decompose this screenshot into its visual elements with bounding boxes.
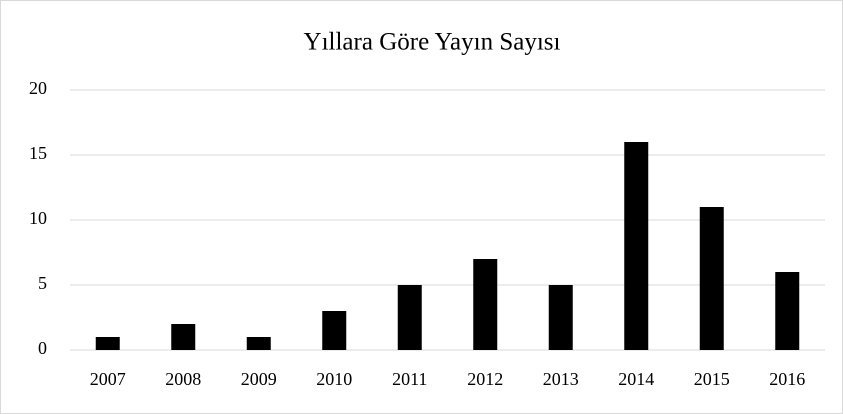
x-tick-label: 2015 <box>694 369 730 389</box>
bar <box>322 311 347 350</box>
x-tick-label: 2011 <box>392 369 427 389</box>
x-tick-label: 2014 <box>618 369 654 389</box>
bar <box>397 285 422 350</box>
bar <box>548 285 573 350</box>
bar <box>699 207 724 350</box>
x-tick-label: 2009 <box>241 369 277 389</box>
chart-title: Yıllara Göre Yayın Sayısı <box>304 29 561 56</box>
y-tick-label: 20 <box>29 78 47 98</box>
bar <box>246 337 271 350</box>
y-tick-label: 5 <box>38 273 47 293</box>
y-tick-label: 0 <box>38 338 47 358</box>
x-tick-label: 2013 <box>543 369 579 389</box>
bar <box>473 259 498 350</box>
bar <box>624 142 649 350</box>
x-tick-label: 2008 <box>165 369 201 389</box>
x-tick-label: 2010 <box>316 369 352 389</box>
x-tick-label: 2012 <box>467 369 503 389</box>
x-tick-label: 2007 <box>90 369 126 389</box>
bar <box>775 272 800 350</box>
bar <box>95 337 120 350</box>
y-tick-label: 15 <box>29 143 47 163</box>
y-tick-label: 10 <box>29 208 47 228</box>
bar <box>171 324 196 350</box>
x-tick-label: 2016 <box>769 369 805 389</box>
